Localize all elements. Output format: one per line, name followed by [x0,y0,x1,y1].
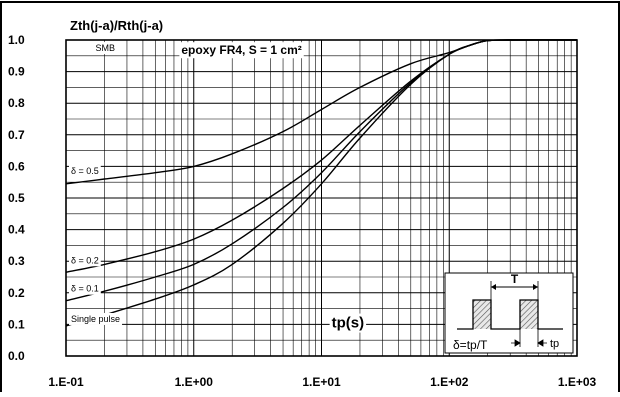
tp-label: tp [550,338,559,350]
y-tick-label: 0.2 [8,286,25,300]
board-label: epoxy FR4, S = 1 cm² [181,43,301,57]
series-label: δ = 0.5 [71,166,99,176]
x-tick-label: 1.E-01 [48,375,84,389]
package-label-bg [93,42,117,55]
x-tick-label: 1.E+00 [175,375,214,389]
series-label: δ = 0.2 [71,255,99,265]
pulse-waveform [457,299,563,330]
series-label-bg [69,164,101,177]
pulse-1 [473,300,491,329]
annotations: δ = 0.5 δ = 0.2 δ = 0.1 Single pulse SMB epox… [69,18,367,333]
y-tick-label: 0.4 [8,223,25,237]
series-label: δ = 0.1 [71,284,99,294]
y-tick-label: 0.9 [8,65,25,79]
series-label: Single pulse [71,314,120,324]
board-label-bg [179,42,304,59]
series-line [65,39,578,327]
y-tick-label: 0.3 [8,254,25,268]
y-tick-label: 0.1 [8,317,25,331]
series-label-bg [69,282,101,295]
series-lines [65,39,578,327]
tick-labels: 0.0 0.1 0.2 0.3 0.4 0.5 0.6 0.7 0.8 0.9 1.0 1.E-01 1… [8,33,597,389]
package-label: SMB [95,43,115,53]
y-tick-label: 1.0 [8,33,25,47]
x-tick-label: 1.E+02 [430,375,469,389]
inset-frame [444,272,574,354]
y-tick-label: 0.0 [8,349,25,363]
pulse-2 [520,300,538,329]
plot-frame [65,39,578,357]
x-axis-label-bg [329,313,367,333]
y-tick-label: 0.5 [8,191,25,205]
series-label-bg [69,254,101,267]
series-label-bg [69,312,123,325]
y-tick-label: 0.7 [8,128,25,142]
duty-label: δ=tp/T [453,338,488,352]
period-arrowheads [491,284,538,290]
x-tick-label: 1.E+03 [558,375,597,389]
x-tick-label: 1.E+01 [302,375,341,389]
period-label: T [511,272,519,286]
x-axis-label: tp(s) [332,315,365,332]
y-tick-label: 0.8 [8,96,25,110]
y-tick-label: 0.6 [8,159,25,173]
pulse-inset: Ttp δ=tp/T [444,272,574,354]
chart-title: Zth(j-a)/Rth(j-a) [70,18,163,33]
tp-arrows [511,339,547,347]
